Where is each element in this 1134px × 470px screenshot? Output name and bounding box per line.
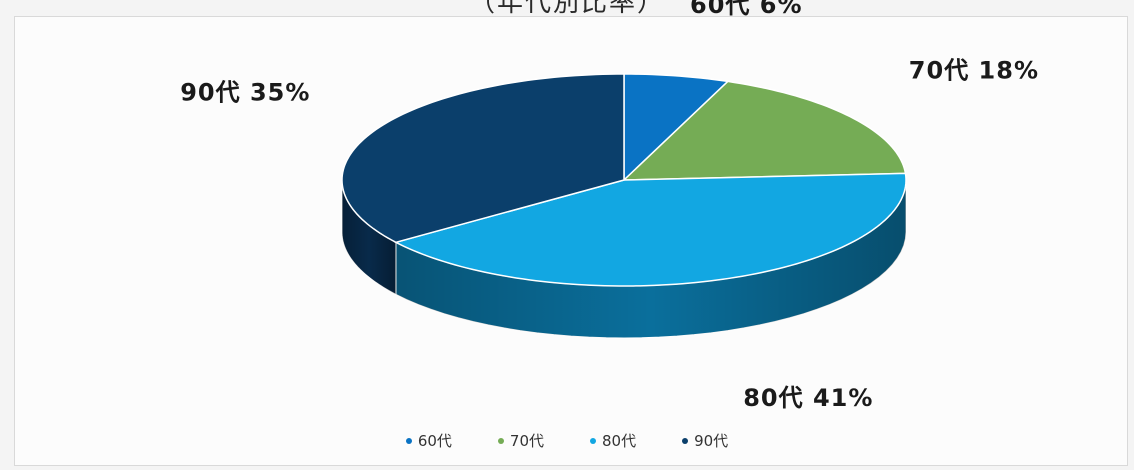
- legend-swatch: [590, 437, 596, 444]
- data-label-80代: 80代 41%: [743, 384, 873, 412]
- legend-swatch: [682, 437, 689, 444]
- legend-item-80代: 80代: [590, 430, 636, 451]
- legend-label: 60代: [417, 432, 452, 450]
- pie-slice-70代: [622, 80, 907, 181]
- legend-item-90代: 90代: [682, 430, 728, 451]
- pie-side-shade: [342, 180, 396, 295]
- pie-slice-80代: [393, 172, 907, 287]
- chart-legend: 60代 70代 80代 90代: [0, 430, 1134, 451]
- pie-labels: 60代 6% 70代 18% 80代 41% 90代 35%: [180, 0, 1039, 412]
- legend-swatch: [497, 437, 504, 444]
- pie-sides: [341, 179, 907, 339]
- data-label-60代: 60代 6%: [690, 0, 803, 19]
- legend-item-70代: 70代: [497, 430, 544, 451]
- chart-title: （年代別比率）: [468, 0, 665, 18]
- pie-tops: [341, 73, 907, 287]
- pie-slice-60代: [623, 73, 730, 182]
- legend-label: 90代: [694, 432, 729, 450]
- data-label-90代: 90代 35%: [180, 79, 310, 107]
- legend-label: 80代: [602, 432, 637, 450]
- pie-slice-90代: [341, 73, 625, 244]
- legend-item-60代: 60代: [405, 430, 452, 451]
- legend-swatch: [405, 437, 412, 444]
- pie-side-shade: [395, 180, 906, 338]
- legend-label: 70代: [509, 432, 544, 450]
- data-label-70代: 70代 18%: [909, 56, 1039, 84]
